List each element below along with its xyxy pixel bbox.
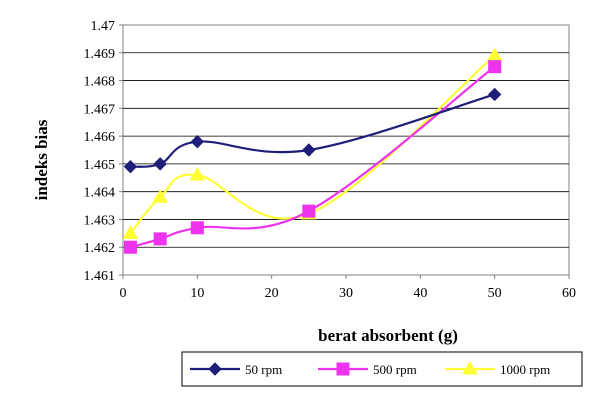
data-point-1 [153,232,167,246]
data-point-1 [123,240,137,254]
x-tick-label: 50 [488,286,502,301]
y-axis-ticks: 1.461 1.462 1.463 1.464 1.465 1.466 1.467 1.468… [84,19,123,284]
data-point-1 [190,221,204,235]
x-tick-label: 30 [339,286,353,301]
x-axis-ticks: 0 10 20 30 40 50 60 [120,275,576,301]
data-point-2 [152,189,169,203]
legend-item-2: 1000 rpm [445,361,550,377]
legend-swatch-marker [208,362,222,376]
legend: 50 rpm 500 rpm 1000 rpm [181,351,583,387]
legend-swatch-marker [336,362,350,376]
series-1 [123,60,502,254]
y-tick-label: 1.464 [84,186,116,201]
y-tick-label: 1.461 [84,269,116,284]
legend-box [181,351,583,387]
x-axis-title: berat absorbent (g) [318,326,458,345]
series-layer [122,47,503,254]
data-point-1 [302,204,316,218]
plot-area [122,24,570,276]
legend-label: 50 rpm [245,362,282,377]
series-0 [123,87,502,174]
legend-label: 500 rpm [373,362,417,377]
y-tick-label: 1.465 [84,158,116,173]
y-axis-title: indeks bias [32,119,51,200]
x-tick-label: 0 [120,286,127,301]
data-point-0 [302,143,316,157]
y-tick-label: 1.467 [84,102,116,117]
legend-label: 1000 rpm [500,362,550,377]
data-point-0 [190,134,205,149]
x-tick-label: 60 [562,286,576,301]
y-tick-label: 1.466 [84,130,116,145]
y-tick-label: 1.469 [84,47,116,62]
legend-swatch-marker [462,361,478,375]
legend-item-1: 500 rpm [318,362,417,377]
x-tick-label: 20 [265,286,279,301]
legend-items: 50 rpm 500 rpm 1000 rpm [190,361,550,377]
data-point-0 [487,87,502,102]
y-tick-label: 1.463 [84,213,116,228]
data-point-2 [122,225,139,239]
data-point-0 [153,157,167,171]
y-tick-label: 1.462 [84,241,116,256]
data-point-1 [488,60,502,74]
y-tick-label: 1.468 [84,75,116,90]
legend-item-0: 50 rpm [190,362,282,377]
data-point-2 [189,167,206,181]
y-tick-label: 1.47 [91,19,116,34]
x-tick-label: 10 [190,286,204,301]
x-tick-label: 40 [413,286,427,301]
data-point-0 [123,159,138,174]
